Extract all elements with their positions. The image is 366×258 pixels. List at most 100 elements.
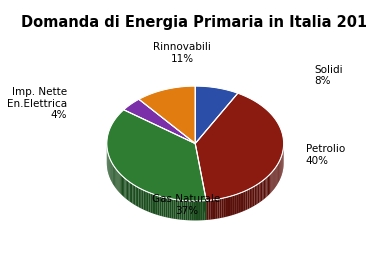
Polygon shape [127,180,128,200]
Polygon shape [179,200,182,220]
Polygon shape [238,193,240,213]
Polygon shape [107,110,206,201]
Polygon shape [259,182,261,203]
Polygon shape [224,197,226,217]
Polygon shape [132,184,134,204]
Polygon shape [251,187,253,207]
Text: Solidi
8%: Solidi 8% [315,65,343,86]
Polygon shape [258,183,259,204]
Polygon shape [149,192,150,213]
Polygon shape [204,200,206,220]
Polygon shape [268,175,269,196]
Polygon shape [154,194,156,214]
Polygon shape [278,162,279,183]
Polygon shape [244,191,246,211]
Polygon shape [262,180,264,200]
Polygon shape [160,196,161,216]
Polygon shape [142,189,143,209]
Polygon shape [165,198,167,217]
Polygon shape [277,163,278,184]
Polygon shape [156,195,158,215]
Polygon shape [242,191,244,212]
Polygon shape [261,181,262,201]
Polygon shape [228,196,230,216]
Polygon shape [173,199,175,219]
Polygon shape [161,197,164,217]
Polygon shape [150,193,152,213]
Polygon shape [134,185,135,205]
Polygon shape [273,170,274,191]
Polygon shape [198,201,200,220]
Polygon shape [246,190,247,210]
Polygon shape [265,178,266,198]
Polygon shape [209,200,211,220]
Polygon shape [145,191,147,211]
Polygon shape [126,179,127,199]
Polygon shape [124,178,126,198]
Text: Imp. Nette
En.Elettrica
4%: Imp. Nette En.Elettrica 4% [7,87,67,120]
Polygon shape [175,199,178,219]
Polygon shape [110,158,111,179]
Text: Rinnovabili
11%: Rinnovabili 11% [153,42,211,64]
Polygon shape [143,190,145,210]
Polygon shape [137,187,138,207]
Polygon shape [188,201,190,220]
Polygon shape [123,177,124,197]
Polygon shape [195,143,206,220]
Polygon shape [111,161,112,182]
Polygon shape [272,171,273,192]
Polygon shape [114,166,115,187]
Polygon shape [274,167,276,188]
Polygon shape [211,200,213,220]
Title: Domanda di Energia Primaria in Italia 2010: Domanda di Energia Primaria in Italia 20… [21,15,366,30]
Polygon shape [200,201,202,220]
Polygon shape [226,197,228,217]
Polygon shape [190,201,192,220]
Polygon shape [202,201,204,220]
Polygon shape [183,200,186,220]
Text: Gas Naturale
37%: Gas Naturale 37% [152,194,220,215]
Polygon shape [152,194,154,214]
Polygon shape [280,158,281,179]
Polygon shape [128,181,130,201]
Polygon shape [195,143,206,220]
Polygon shape [164,197,165,217]
Polygon shape [220,198,222,218]
Polygon shape [186,201,188,220]
Polygon shape [120,173,121,194]
Polygon shape [135,186,137,206]
Polygon shape [249,188,251,208]
Polygon shape [256,184,258,205]
Polygon shape [113,165,114,186]
Polygon shape [206,200,209,220]
Polygon shape [195,93,284,200]
Polygon shape [131,183,132,204]
Polygon shape [236,194,238,214]
Polygon shape [215,199,217,219]
Polygon shape [140,189,142,209]
Polygon shape [276,166,277,187]
Polygon shape [139,86,195,143]
Polygon shape [116,169,117,189]
Polygon shape [254,185,256,206]
Polygon shape [192,201,194,220]
Polygon shape [178,200,179,220]
Polygon shape [195,86,238,143]
Polygon shape [147,192,149,212]
Polygon shape [171,199,173,219]
Polygon shape [138,188,140,208]
Polygon shape [240,192,242,213]
Polygon shape [279,161,280,182]
Polygon shape [112,164,113,184]
Text: Petrolio
40%: Petrolio 40% [306,144,345,166]
Polygon shape [222,198,224,218]
Polygon shape [119,172,120,193]
Polygon shape [266,176,268,197]
Polygon shape [121,174,122,195]
Polygon shape [158,196,160,216]
Polygon shape [196,201,198,221]
Polygon shape [270,173,272,193]
Polygon shape [182,200,183,220]
Polygon shape [230,196,232,216]
Polygon shape [253,186,254,207]
